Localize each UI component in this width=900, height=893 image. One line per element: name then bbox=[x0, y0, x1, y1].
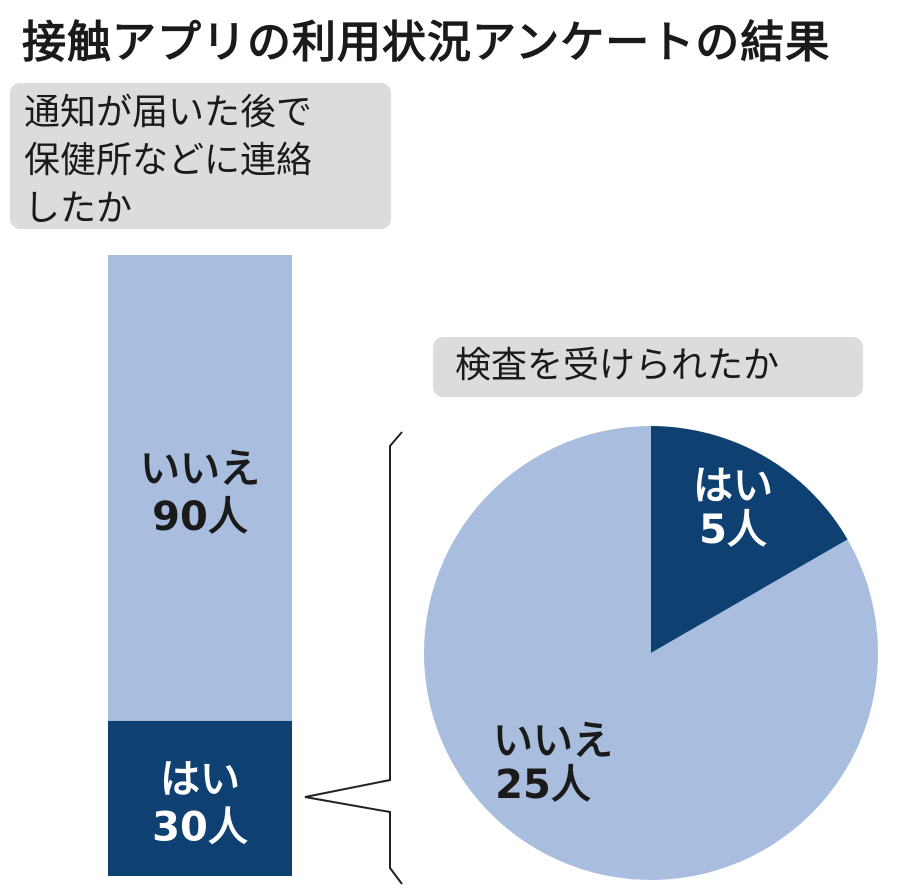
bar-segment-no bbox=[108, 255, 292, 721]
pie-slice-yes bbox=[651, 426, 848, 653]
bar-value-no: 90人 bbox=[152, 494, 248, 540]
bar-value-yes: 30人 bbox=[152, 804, 248, 850]
bar-question-line-1: 通知が届いた後で bbox=[24, 92, 313, 133]
bar-label-no: いいえ bbox=[140, 446, 260, 492]
bar-label-yes: はい bbox=[160, 756, 240, 802]
pie-slice-no bbox=[423, 426, 878, 881]
bar-question-panel: 通知が届いた後で 保健所などに連絡 したか bbox=[10, 83, 391, 229]
pie-label-yes: はい bbox=[693, 463, 773, 509]
bar-segment-yes bbox=[108, 720, 292, 876]
pie-value-no: 25人 bbox=[495, 762, 591, 808]
bar-question-line-3: したか bbox=[24, 188, 133, 229]
chart-title: 接触アプリの利用状況アンケートの結果 bbox=[22, 17, 831, 68]
bar-question-line-2: 保健所などに連絡 bbox=[24, 140, 313, 181]
pie-label-no: いいえ bbox=[493, 718, 613, 764]
pie-value-yes: 5人 bbox=[699, 507, 767, 553]
pie-question-panel: 検査を受けられたか bbox=[433, 337, 863, 397]
connector-bracket bbox=[304, 431, 403, 885]
